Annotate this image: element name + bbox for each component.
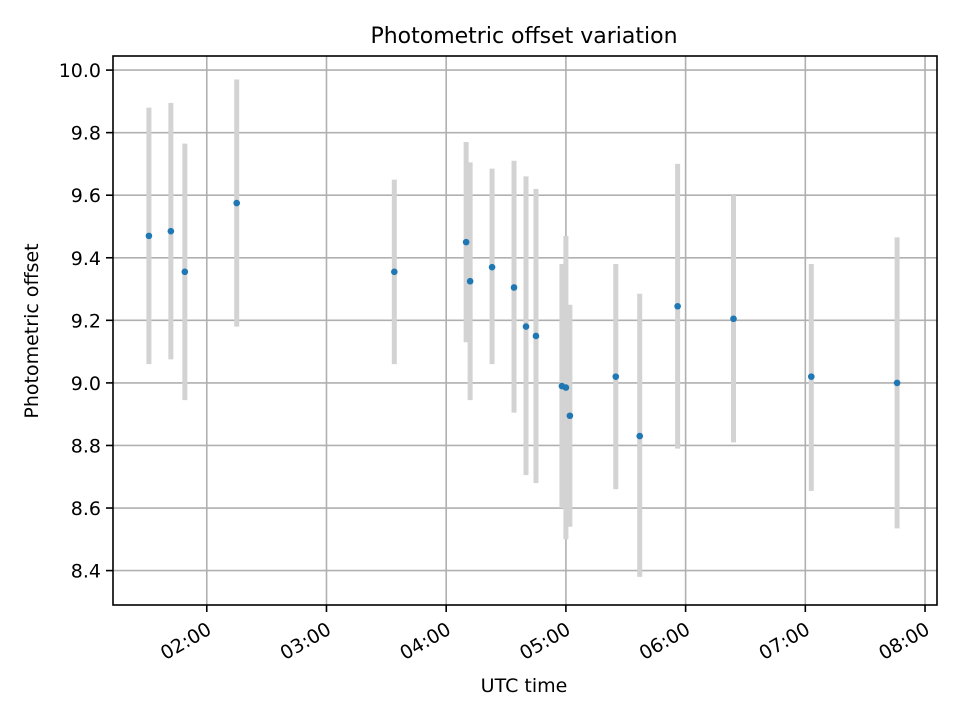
x-tick-label: 04:00 [396, 618, 454, 664]
plot-frame [112, 55, 938, 606]
data-point [532, 332, 540, 340]
data-point [522, 323, 530, 330]
y-tick-label: 8.4 [71, 561, 101, 583]
x-tick-label: 03:00 [277, 618, 335, 664]
y-tick-label: 8.6 [71, 498, 101, 520]
x-tick-label: 07:00 [755, 618, 813, 664]
y-tick-label: 9.6 [71, 185, 101, 207]
data-point [612, 373, 620, 380]
data-point [466, 277, 474, 285]
y-tick-label: 9.2 [71, 310, 101, 332]
data-point [391, 268, 398, 276]
data-point [562, 384, 570, 391]
y-tick-label: 8.8 [71, 435, 101, 457]
data-point [167, 227, 175, 235]
y-tick-label: 10.0 [59, 60, 101, 82]
data-point [233, 199, 240, 207]
data-point [488, 263, 496, 271]
chart-title: Photometric offset variation [370, 24, 677, 49]
data-point [145, 232, 153, 240]
data-point [893, 379, 901, 387]
data-point [674, 302, 681, 310]
x-tick-label: 05:00 [516, 618, 574, 664]
data-point [566, 412, 574, 420]
data-point [462, 238, 470, 246]
data-point [510, 284, 518, 291]
x-tick-label: 08:00 [875, 618, 933, 664]
data-point [636, 432, 644, 440]
data-point [181, 268, 189, 276]
data-point [808, 373, 815, 380]
y-tick-label: 9.0 [71, 373, 101, 395]
y-tick-label: 9.8 [71, 123, 101, 145]
x-tick-label: 02:00 [157, 618, 215, 664]
x-axis-label: UTC time [481, 675, 568, 697]
y-tick-label: 9.4 [71, 248, 101, 270]
x-tick-label: 06:00 [636, 618, 694, 664]
plot-area: 02:00 03:00 04:00 05:00 06:00 07:00 08:00 8.4 8.… [59, 55, 938, 665]
data-point [730, 315, 737, 323]
y-axis-label: Photometric offset [21, 243, 43, 418]
